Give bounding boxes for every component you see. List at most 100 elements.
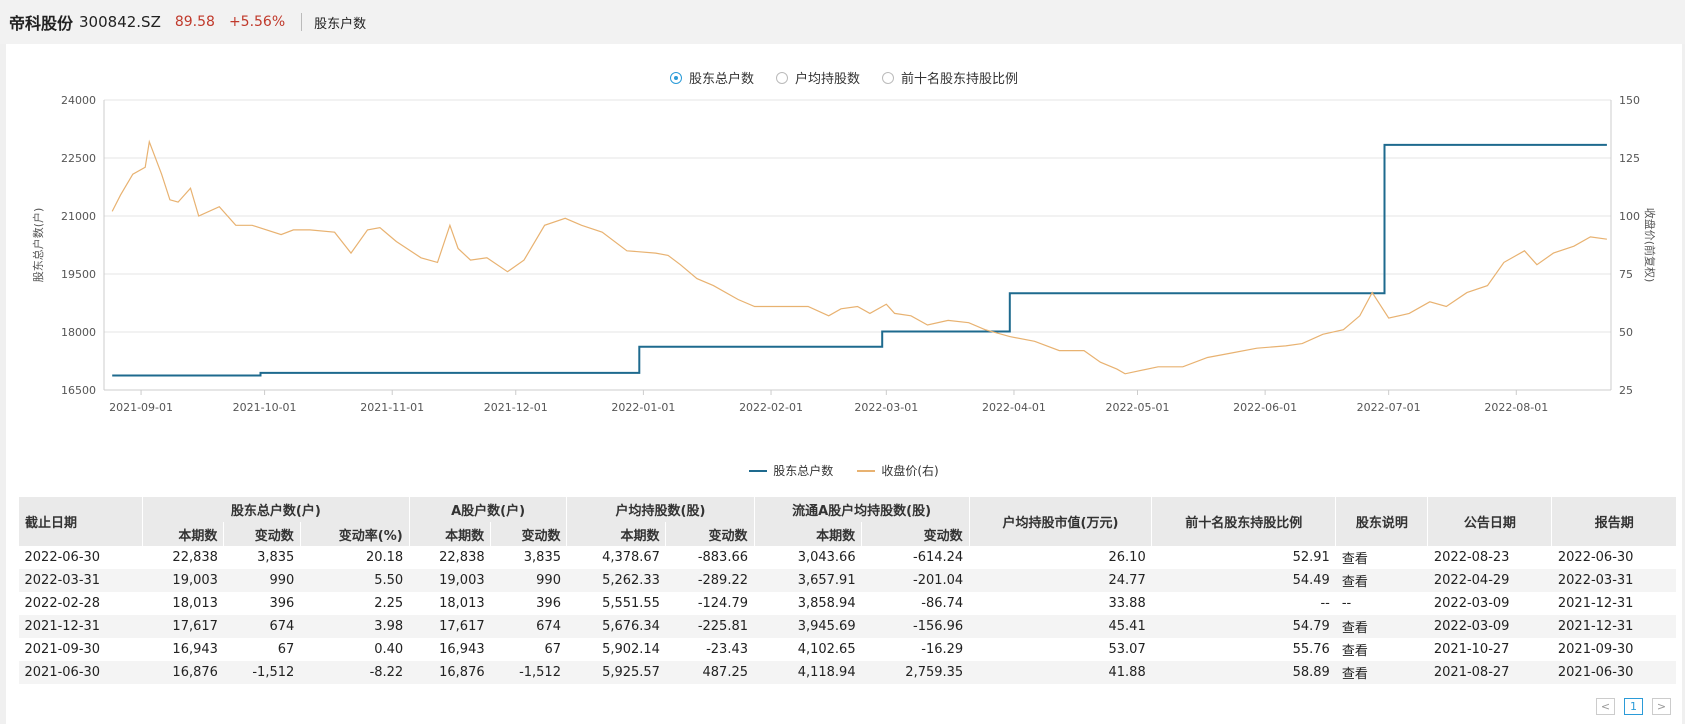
- stock-price: 89.58: [174, 14, 215, 30]
- x-tick-label: 2022-01-01: [611, 401, 675, 414]
- right-tick-label: 100: [1619, 210, 1640, 223]
- table-cell: 2022-03-09: [1433, 596, 1510, 611]
- table-row: 2022-06-30 22,838 3,835 20.18 22,838 3,835 4,3…: [19, 546, 1677, 569]
- table-cell: 3,835: [257, 550, 295, 565]
- radio-label: 前十名股东持股比例: [901, 72, 1019, 87]
- radio-option-2[interactable]: 前十名股东持股比例: [882, 68, 1018, 87]
- right-tick-label: 75: [1619, 268, 1633, 281]
- right-tick-label: 25: [1619, 384, 1633, 397]
- column-header: 前十名股东持股比例: [1151, 497, 1336, 546]
- x-tick-label: 2022-03-01: [854, 401, 918, 414]
- header-divider: [301, 13, 303, 31]
- table-cell: 2022-08-23: [1433, 550, 1510, 565]
- table-cell: 18,013: [439, 596, 485, 611]
- table-cell: 396: [536, 596, 561, 611]
- table-cell: 26.10: [1108, 550, 1146, 565]
- table-cell: 3.98: [300, 615, 410, 638]
- shareholder-chart: 16500 18000 19500 21000 22500 24000 25 50 75 100 1…: [31, 94, 1657, 414]
- column-header: 流通A股户均持股数(股): [753, 497, 970, 522]
- left-tick-label: 18000: [61, 326, 96, 339]
- table-cell: 5,676.34: [566, 615, 666, 638]
- table-cell: 41.88: [969, 661, 1152, 684]
- column-subheader: 变动数: [861, 522, 970, 546]
- radio-option-1[interactable]: 户均持股数: [775, 68, 860, 87]
- x-tick-label: 2022-05-01: [1106, 401, 1170, 414]
- table-cell: 2021-12-31: [1557, 596, 1634, 611]
- table-cell: 2022-02-28: [24, 596, 101, 611]
- legend-label: 股东总户数: [773, 464, 834, 478]
- legend-swatch: [749, 469, 768, 472]
- page-1-button[interactable]: 1: [1624, 698, 1643, 715]
- table-cell: 55.76: [1292, 642, 1330, 657]
- table-cell: 2022-03-31: [18, 569, 143, 592]
- chart-metric-radio-group: 股东总户数 户均持股数 前十名股东持股比例: [6, 68, 1682, 87]
- table-cell: -201.04: [861, 569, 970, 592]
- pagination: < 1 >: [1596, 698, 1671, 715]
- column-subheader: 本期数: [753, 522, 862, 546]
- chart-legend: 股东总户数 收盘价(右): [6, 462, 1682, 479]
- table-cell: 52.91: [1292, 550, 1330, 565]
- table-cell: 20.18: [365, 550, 404, 565]
- stock-name: 帝科股份: [9, 14, 74, 33]
- table-cell: 53.07: [1108, 642, 1146, 657]
- table-cell: 5,262.33: [566, 569, 666, 592]
- table-cell: 5.50: [300, 569, 410, 592]
- legend-label: 收盘价(右): [881, 464, 939, 478]
- table-cell: 2022-04-29: [1427, 569, 1552, 592]
- column-header: 股东总户数(户): [142, 497, 410, 522]
- table-cell: 2021-10-27: [1433, 642, 1510, 657]
- tab-shareholder-count[interactable]: 股东户数: [314, 16, 367, 32]
- column-subheader: 变动数: [665, 522, 755, 546]
- view-link[interactable]: 查看: [1335, 661, 1428, 684]
- table-cell: -1,512: [223, 661, 301, 684]
- table-cell: -124.79: [697, 596, 749, 611]
- table-cell: 4,118.94: [754, 661, 862, 684]
- table-cell: 2022-06-30: [24, 550, 101, 565]
- legend-item[interactable]: 收盘价(右): [857, 462, 939, 479]
- view-link[interactable]: 查看: [1335, 615, 1428, 638]
- next-page-button[interactable]: >: [1652, 698, 1671, 715]
- column-subheader: 变动数: [223, 522, 301, 546]
- table-cell: 3,835: [523, 550, 561, 565]
- table-cell: 22,838: [439, 550, 485, 565]
- table-cell: 990: [223, 569, 301, 592]
- table-cell: 2021-06-30: [18, 661, 143, 684]
- shareholder-table: 截止日期 股东总户数(户) A股户数(户) 户均持股数(股) 流通A股户均持股数(股) 户…: [18, 497, 1676, 684]
- prev-page-button[interactable]: <: [1596, 698, 1615, 715]
- table-cell: 5,925.57: [566, 661, 666, 684]
- view-link[interactable]: 查看: [1341, 644, 1368, 659]
- table-cell: 58.89: [1151, 661, 1336, 684]
- table-cell: 18,013: [172, 596, 218, 611]
- radio-circle-icon: [882, 71, 894, 84]
- radio-label: 户均持股数: [794, 72, 860, 87]
- left-tick-label: 21000: [61, 210, 96, 223]
- table-cell: -156.96: [861, 615, 970, 638]
- table-cell: 2022-06-30: [1557, 550, 1634, 565]
- table-cell: 2021-08-27: [1427, 661, 1552, 684]
- table-cell: 3,858.94: [797, 596, 856, 611]
- column-subheader: 本期数: [408, 522, 491, 546]
- view-link[interactable]: 查看: [1335, 569, 1428, 592]
- legend-item[interactable]: 股东总户数: [749, 462, 833, 479]
- column-header: A股户数(户): [408, 497, 567, 522]
- table-cell: 2021-09-30: [24, 642, 101, 657]
- table-cell: --: [1320, 596, 1330, 611]
- left-axis-title: 股东总户数(户): [31, 208, 45, 283]
- table-header-row: 截止日期 股东总户数(户) A股户数(户) 户均持股数(股) 流通A股户均持股数(股) 户…: [18, 497, 1676, 546]
- radio-option-0[interactable]: 股东总户数: [669, 68, 754, 87]
- right-tick-label: 50: [1619, 326, 1633, 339]
- table-cell: -23.43: [706, 642, 749, 657]
- table-cell: -883.66: [697, 550, 749, 565]
- column-subheader: 本期数: [566, 522, 666, 546]
- x-tick-label: 2022-04-01: [982, 401, 1046, 414]
- table-cell: 3,043.66: [797, 550, 856, 565]
- series-line-0: [112, 143, 1607, 377]
- stock-header: 帝科股份 300842.SZ 89.58 +5.56% 股东户数: [0, 0, 1685, 44]
- table-row: 2021-09-30 16,943 67 0.40 16,943 67 5,902.14 -2…: [19, 638, 1677, 661]
- table-cell: 396: [269, 596, 295, 611]
- table-cell: 17,617: [409, 615, 491, 638]
- view-link[interactable]: 查看: [1341, 552, 1368, 567]
- table-row: 2021-06-30 16,876 -1,512 -8.22 16,876 -1,512 5…: [18, 661, 1676, 684]
- content-panel: 股东总户数 户均持股数 前十名股东持股比例 16500 18000 19500 21000…: [6, 44, 1682, 724]
- table-cell: 487.25: [665, 661, 755, 684]
